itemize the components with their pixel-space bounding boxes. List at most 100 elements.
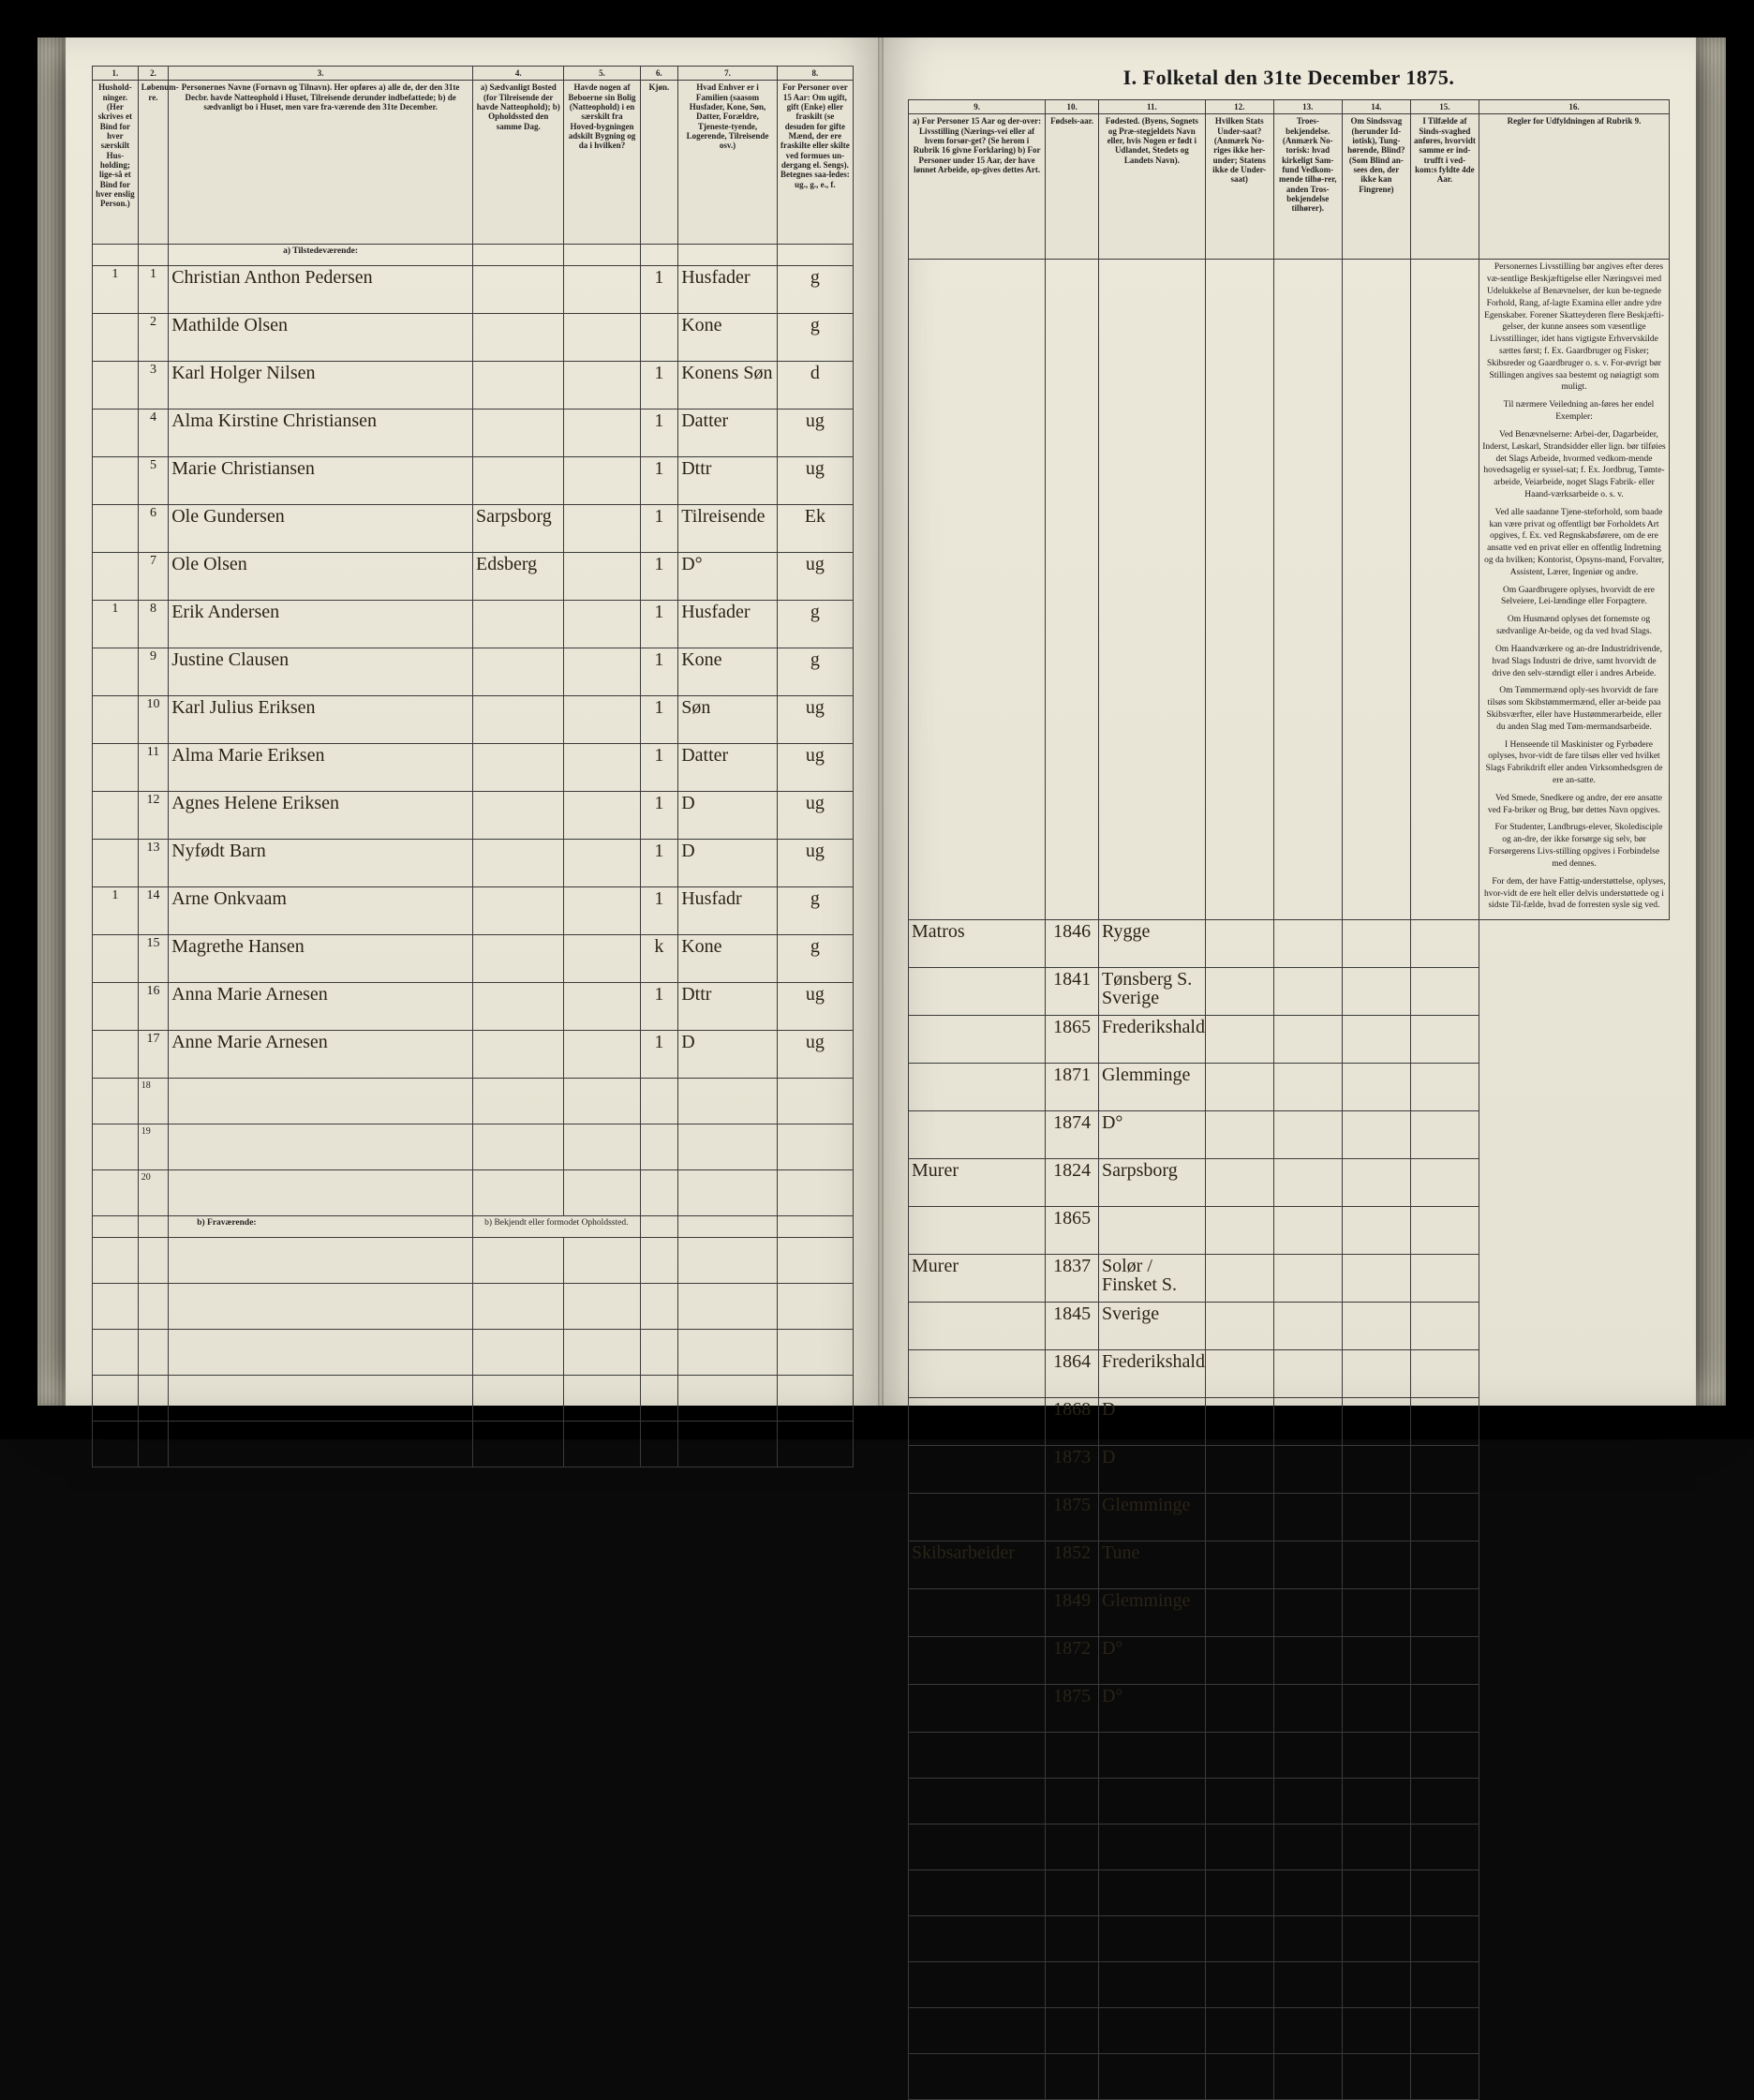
c13-cell	[1273, 1685, 1342, 1733]
c12-cell	[1205, 1303, 1273, 1350]
h5: Havde nogen af Beboerne sin Bolig (Natte…	[564, 81, 640, 245]
rel-cell: D	[678, 840, 778, 887]
c10-cell: 1824	[1046, 1159, 1099, 1207]
sex-cell: 1	[640, 887, 678, 935]
h16: Regler for Udfyldningen af Rubrik 9.	[1479, 114, 1669, 260]
c14-cell	[1342, 1398, 1410, 1446]
hh-cell	[93, 505, 139, 553]
ledger-right: 9. 10. 11. 12. 13. 14. 15. 16. a) For Pe…	[908, 99, 1670, 2100]
page-title: I. Folketal den 31te December 1875.	[908, 66, 1670, 90]
table-row: 1849Glemminge	[909, 1589, 1670, 1637]
name-cell: Karl Holger Nilsen	[169, 362, 473, 410]
c4-cell	[473, 314, 564, 362]
table-row: 13Nyfødt Barn1Dug	[93, 840, 854, 887]
c11-cell: Glemminge	[1098, 1494, 1205, 1541]
row-19: 19	[93, 1124, 854, 1170]
c5-cell	[564, 601, 640, 648]
table-row: 1865	[909, 1207, 1670, 1255]
sex-cell: 1	[640, 457, 678, 505]
c4-cell	[473, 601, 564, 648]
coln-1: 1.	[93, 67, 139, 81]
ms-cell: g	[777, 648, 853, 696]
c4-cell	[473, 696, 564, 744]
hh-cell	[93, 935, 139, 983]
name-cell: Alma Kirstine Christiansen	[169, 410, 473, 457]
c14-cell	[1342, 1255, 1410, 1303]
c9-cell	[909, 1111, 1046, 1159]
table-row: Skibsarbeider1852Tune	[909, 1541, 1670, 1589]
coln-11: 11.	[1098, 100, 1205, 114]
sex-cell: 1	[640, 792, 678, 840]
c5-cell	[564, 505, 640, 553]
table-row: 12Agnes Helene Eriksen1Dug	[93, 792, 854, 840]
ledger-left: 1. 2. 3. 4. 5. 6. 7. 8. Hushold- ninger.…	[92, 66, 854, 1467]
rel-cell: D	[678, 792, 778, 840]
blank-3	[93, 1330, 854, 1376]
c13-cell	[1273, 1494, 1342, 1541]
c5-cell	[564, 362, 640, 410]
rownum-cell: 1	[138, 266, 168, 314]
table-row: 1868D	[909, 1398, 1670, 1446]
c10-cell: 1837	[1046, 1255, 1099, 1303]
blank-2	[93, 1284, 854, 1330]
hh-cell: 1	[93, 887, 139, 935]
c11-cell	[1098, 1207, 1205, 1255]
sex-cell: k	[640, 935, 678, 983]
c15-cell	[1410, 1541, 1479, 1589]
ms-cell: Ek	[777, 505, 853, 553]
c11-cell: Glemminge	[1098, 1589, 1205, 1637]
c9-cell: Skibsarbeider	[909, 1541, 1046, 1589]
h4: a) Sædvanligt Bosted (for Tilreisende de…	[473, 81, 564, 245]
rel-cell: Konens Søn	[678, 362, 778, 410]
table-row: 9Justine Clausen1Koneg	[93, 648, 854, 696]
c10-cell: 1865	[1046, 1016, 1099, 1064]
c9-cell	[909, 1589, 1046, 1637]
c15-cell	[1410, 1159, 1479, 1207]
c10-cell: 1846	[1046, 920, 1099, 968]
ms-cell: g	[777, 314, 853, 362]
c4-cell	[473, 266, 564, 314]
c9-cell	[909, 1398, 1046, 1446]
r-blank-18	[909, 1733, 1670, 1779]
h8: For Personer over 15 Aar: Om ugift, gift…	[777, 81, 853, 245]
sex-cell: 1	[640, 362, 678, 410]
c10-cell: 1864	[1046, 1350, 1099, 1398]
viewport: 1. 2. 3. 4. 5. 6. 7. 8. Hushold- ninger.…	[0, 0, 1754, 1439]
table-row: 1841Tønsberg S. Sverige	[909, 968, 1670, 1016]
rel-cell: Kone	[678, 935, 778, 983]
c11-cell: D	[1098, 1398, 1205, 1446]
header-row-left: Hushold- ninger. (Her skrives et Bind fo…	[93, 81, 854, 245]
c4-cell	[473, 792, 564, 840]
rel-cell: D	[678, 1031, 778, 1079]
coln-15: 15.	[1410, 100, 1479, 114]
c9-cell: Murer	[909, 1255, 1046, 1303]
table-row: 1875Glemminge	[909, 1494, 1670, 1541]
rules-paragraph: Ved Benævnelserne: Arbei-der, Dagarbeide…	[1482, 429, 1666, 501]
c9-cell	[909, 1064, 1046, 1111]
rules-paragraph: Ved alle saadanne Tjene-steforhold, som …	[1482, 507, 1666, 579]
ms-cell: ug	[777, 744, 853, 792]
rownum-cell: 17	[138, 1031, 168, 1079]
c5-cell	[564, 314, 640, 362]
table-row: 3Karl Holger Nilsen1Konens Sønd	[93, 362, 854, 410]
hh-cell	[93, 840, 139, 887]
c11-cell: Rygge	[1098, 920, 1205, 968]
rel-cell: Dttr	[678, 457, 778, 505]
ms-cell: ug	[777, 840, 853, 887]
rules-col: Personernes Livsstilling bør angives eft…	[1479, 260, 1669, 920]
c14-cell	[1342, 968, 1410, 1016]
c10-cell: 1875	[1046, 1494, 1099, 1541]
c15-cell	[1410, 1446, 1479, 1494]
c4-cell	[473, 1031, 564, 1079]
hh-cell	[93, 696, 139, 744]
h7: Hvad Enhver er i Familien (saasom Husfad…	[678, 81, 778, 245]
ms-cell: ug	[777, 553, 853, 601]
c13-cell	[1273, 1541, 1342, 1589]
c14-cell	[1342, 920, 1410, 968]
r-blank-e	[909, 2054, 1670, 2100]
sex-cell	[640, 314, 678, 362]
c11-cell: D°	[1098, 1111, 1205, 1159]
table-row: 1845Sverige	[909, 1303, 1670, 1350]
subhead-b-note: b) Bekjendt eller formodet Opholdssted.	[473, 1216, 641, 1238]
c5-cell	[564, 744, 640, 792]
